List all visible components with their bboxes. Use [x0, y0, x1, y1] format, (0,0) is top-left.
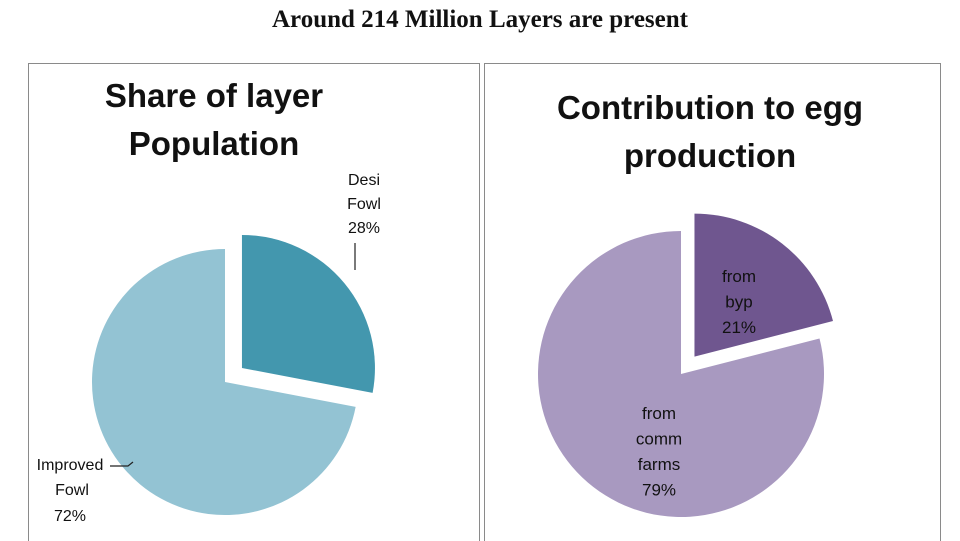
slice-label-word: Improved — [37, 457, 104, 474]
slice-label-group: from byp 21% — [722, 267, 756, 337]
pie-slice — [91, 249, 356, 516]
pie-chart-1: Desi Fowl 28% Improved Fowl 72% — [37, 172, 381, 525]
chart-title: Contribution to egg production — [556, 89, 864, 174]
slice-label-group: Desi Fowl 28% — [347, 172, 381, 237]
slice-label-word: from — [722, 267, 756, 286]
slice-value-label: 28% — [348, 220, 380, 237]
pie-slice — [538, 231, 825, 517]
slice-label-word: farms — [638, 455, 681, 474]
slice-label-word: Desi — [348, 172, 380, 189]
chart-title: Share of layer Population — [104, 77, 324, 162]
slice-label-word: Fowl — [347, 196, 381, 213]
pie-slice — [694, 213, 833, 357]
slice-value-label: 72% — [54, 508, 86, 525]
slice-label-group: Improved Fowl 72% — [37, 457, 104, 525]
pie-slice — [241, 234, 375, 393]
slice-label-word: from — [642, 404, 676, 423]
leader-line — [110, 461, 134, 467]
slice-value-label: 21% — [722, 318, 756, 337]
slice-label-word: comm — [636, 430, 682, 449]
slice-value-label: 79% — [642, 481, 676, 500]
slice-label-group: from comm farms 79% — [636, 404, 682, 500]
page-title: Around 214 Million Layers are present — [272, 6, 688, 33]
slice-label-word: Fowl — [55, 482, 89, 499]
pie-chart-2: from byp 21% from comm farms 79% — [538, 213, 833, 517]
slice-label-word: byp — [725, 293, 752, 312]
